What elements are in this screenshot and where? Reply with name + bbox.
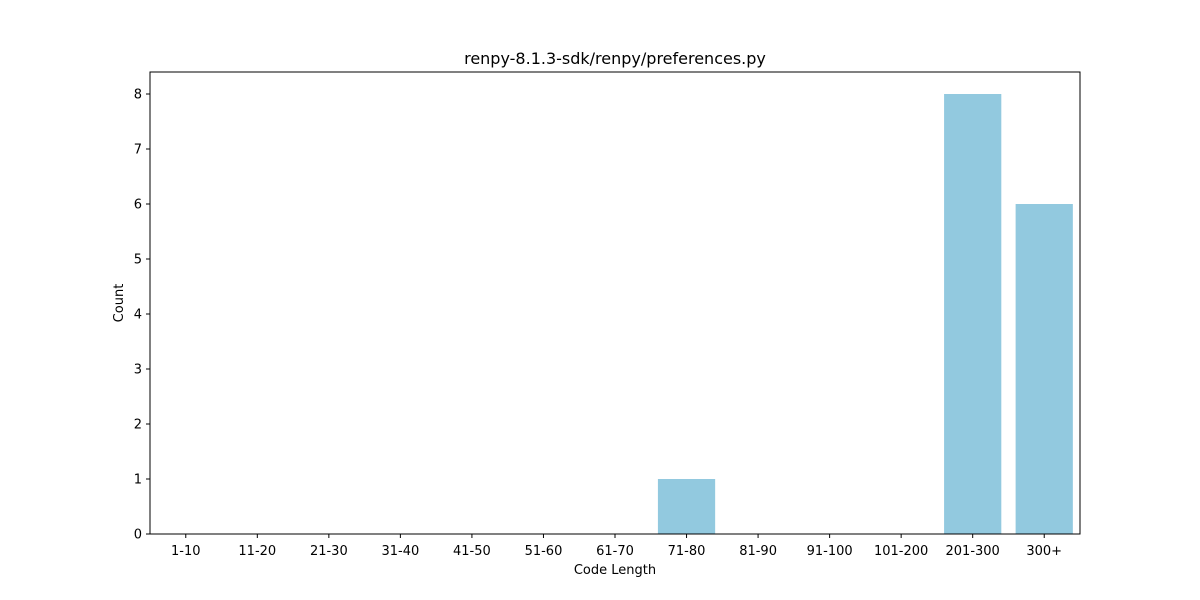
- x-axis-ticks: 1-10 11-20 21-30 31-40 41-50 51-60 61-70 71-80 8…: [171, 534, 1062, 559]
- x-tick-label: 201-300: [946, 544, 1000, 559]
- y-tick-label: 0: [134, 528, 142, 543]
- y-axis-label: Count: [112, 284, 127, 323]
- y-tick-label: 5: [134, 253, 142, 268]
- chart-title: renpy-8.1.3-sdk/renpy/preferences.py: [464, 49, 766, 68]
- y-tick-label: 2: [134, 418, 142, 433]
- y-tick-label: 6: [134, 198, 142, 213]
- x-tick-label: 51-60: [525, 544, 563, 559]
- y-tick-label: 4: [134, 308, 142, 323]
- x-tick-label: 31-40: [381, 544, 419, 559]
- plot-frame: [149, 71, 1081, 535]
- y-tick-label: 1: [134, 473, 142, 488]
- x-tick-label: 81-90: [739, 544, 777, 559]
- bar-71-80: [657, 479, 716, 534]
- y-tick-label: 7: [134, 143, 142, 158]
- x-tick-label: 91-100: [807, 544, 853, 559]
- y-tick-label: 8: [134, 88, 142, 103]
- y-axis-ticks: 0 1 2 3 4 5 6 7 8: [134, 88, 150, 543]
- y-tick-label: 3: [134, 363, 142, 378]
- x-tick-label: 11-20: [238, 544, 276, 559]
- bars-layer: [657, 94, 1073, 534]
- x-tick-label: 61-70: [596, 544, 634, 559]
- bar-201-300: [944, 94, 1002, 534]
- x-tick-label: 41-50: [453, 544, 491, 559]
- x-tick-label: 300+: [1026, 544, 1062, 559]
- x-tick-label: 21-30: [310, 544, 348, 559]
- x-tick-label: 1-10: [171, 544, 201, 559]
- bar-300+: [1015, 204, 1073, 534]
- x-tick-label: 71-80: [668, 544, 706, 559]
- x-tick-label: 101-200: [874, 544, 928, 559]
- x-axis-label: Code Length: [574, 563, 656, 578]
